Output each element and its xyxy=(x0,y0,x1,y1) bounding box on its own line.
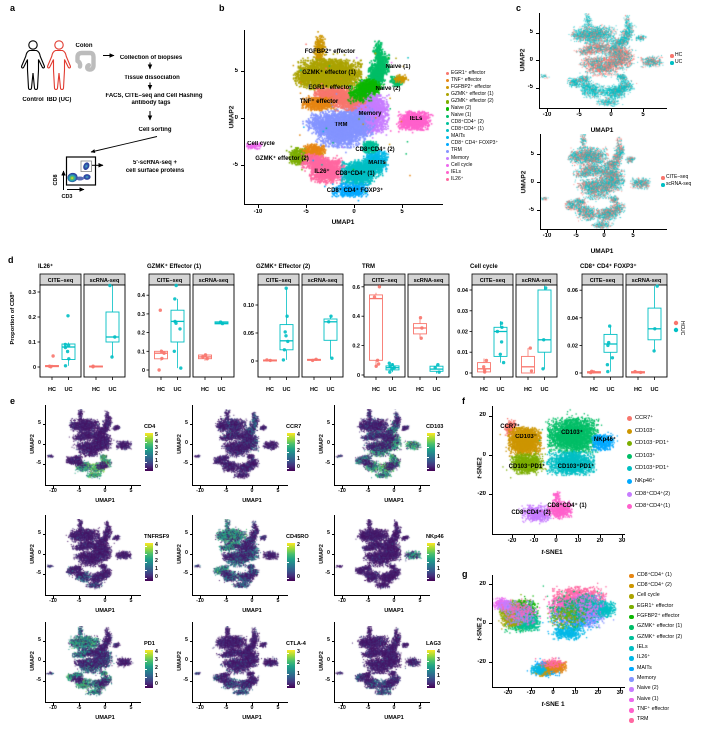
svg-text:0.02: 0.02 xyxy=(457,330,468,336)
svg-text:0.03: 0.03 xyxy=(457,309,468,315)
svg-text:0.3: 0.3 xyxy=(137,312,145,318)
svg-text:GZMK⁺ Effector (2): GZMK⁺ Effector (2) xyxy=(256,263,310,270)
svg-text:IL26⁺: IL26⁺ xyxy=(38,263,53,270)
svg-text:HC: HC xyxy=(157,387,165,393)
svg-text:UC: UC xyxy=(326,387,334,393)
svg-text:HC: HC xyxy=(266,387,274,393)
svg-text:CITE–seq: CITE–seq xyxy=(157,278,183,284)
svg-text:UC: UC xyxy=(650,387,658,393)
svg-text:UC: UC xyxy=(496,387,504,393)
svg-text:0.02: 0.02 xyxy=(567,343,578,349)
svg-text:HC: HC xyxy=(679,321,685,329)
svg-text:HC: HC xyxy=(372,387,380,393)
svg-text:UC: UC xyxy=(606,387,614,393)
svg-text:0: 0 xyxy=(251,359,254,365)
svg-text:scRNA-seq: scRNA-seq xyxy=(632,278,662,284)
svg-text:HC: HC xyxy=(590,387,598,393)
svg-text:scRNA-seq: scRNA-seq xyxy=(522,278,552,284)
svg-text:scRNA-seq: scRNA-seq xyxy=(308,278,338,284)
svg-text:scRNA-seq: scRNA-seq xyxy=(414,278,444,284)
svg-text:0.01: 0.01 xyxy=(457,350,468,356)
svg-text:0.2: 0.2 xyxy=(137,331,145,337)
svg-text:HC: HC xyxy=(480,387,488,393)
svg-text:0.04: 0.04 xyxy=(567,316,579,322)
svg-text:0.04: 0.04 xyxy=(457,288,469,294)
svg-text:CITE–seq: CITE–seq xyxy=(590,278,616,284)
svg-text:0.2: 0.2 xyxy=(28,315,36,321)
svg-text:0.06: 0.06 xyxy=(567,288,578,294)
svg-text:GZMK⁺ Effector (1): GZMK⁺ Effector (1) xyxy=(147,263,201,270)
svg-text:0.05: 0.05 xyxy=(243,331,254,337)
svg-text:scRNA-seq: scRNA-seq xyxy=(90,278,120,284)
svg-text:0: 0 xyxy=(465,371,468,377)
svg-text:0: 0 xyxy=(357,373,360,379)
svg-text:0.2: 0.2 xyxy=(352,344,360,350)
svg-text:0: 0 xyxy=(142,368,145,374)
svg-text:HC: HC xyxy=(634,387,642,393)
svg-text:Proportion of CD8⁺: Proportion of CD8⁺ xyxy=(9,292,16,345)
svg-text:CITE–seq: CITE–seq xyxy=(266,278,292,284)
svg-text:0: 0 xyxy=(33,365,36,371)
svg-text:HC: HC xyxy=(92,387,100,393)
svg-text:UC: UC xyxy=(432,387,440,393)
svg-text:CD8⁺ CD4⁺ FOXP3⁺: CD8⁺ CD4⁺ FOXP3⁺ xyxy=(580,263,637,270)
svg-text:0.1: 0.1 xyxy=(28,340,36,346)
svg-text:UC: UC xyxy=(108,387,116,393)
svg-text:HC: HC xyxy=(310,387,318,393)
svg-text:CITE–seq: CITE–seq xyxy=(372,278,398,284)
svg-text:HC: HC xyxy=(201,387,209,393)
svg-text:UC: UC xyxy=(64,387,72,393)
svg-text:0.3: 0.3 xyxy=(28,290,36,296)
svg-text:0.4: 0.4 xyxy=(137,293,146,299)
svg-text:CITE–seq: CITE–seq xyxy=(48,278,74,284)
svg-text:0.6: 0.6 xyxy=(352,285,360,291)
svg-text:UC: UC xyxy=(282,387,290,393)
svg-text:scRNA-seq: scRNA-seq xyxy=(199,278,229,284)
svg-text:HC: HC xyxy=(524,387,532,393)
svg-text:0.4: 0.4 xyxy=(352,314,361,320)
svg-text:UC: UC xyxy=(217,387,225,393)
svg-text:Cell cycle: Cell cycle xyxy=(470,264,498,270)
svg-text:0: 0 xyxy=(575,371,578,377)
svg-text:UC: UC xyxy=(173,387,181,393)
svg-text:TRM: TRM xyxy=(362,264,375,270)
svg-text:0.1: 0.1 xyxy=(137,349,145,355)
svg-text:HC: HC xyxy=(48,387,56,393)
svg-text:UC: UC xyxy=(388,387,396,393)
svg-text:CITE–seq: CITE–seq xyxy=(480,278,506,284)
svg-text:HC: HC xyxy=(416,387,424,393)
svg-text:0.10: 0.10 xyxy=(243,303,254,309)
svg-text:UC: UC xyxy=(540,387,548,393)
svg-text:UC: UC xyxy=(679,328,685,336)
